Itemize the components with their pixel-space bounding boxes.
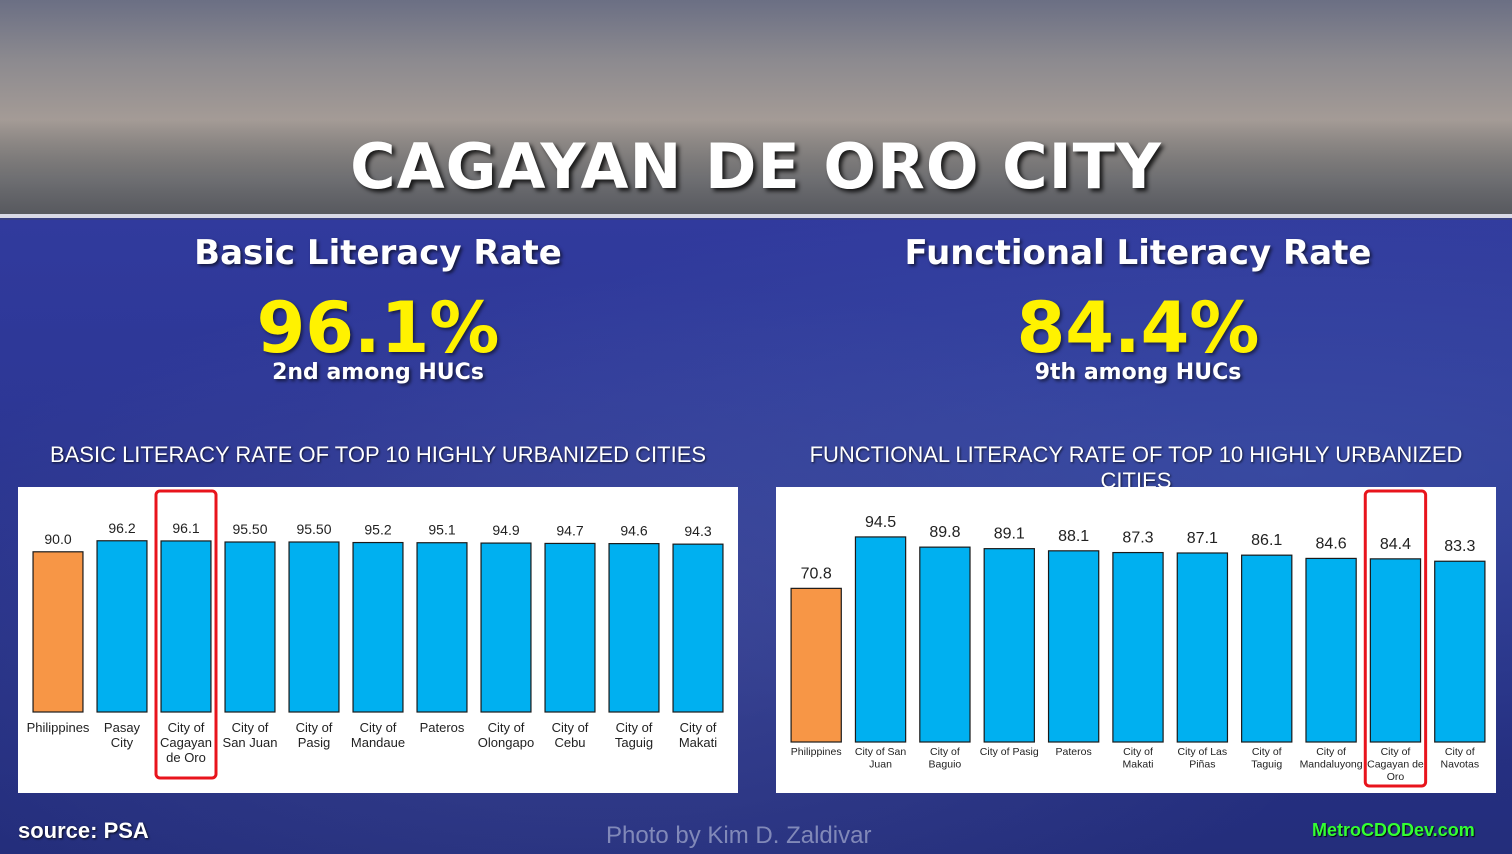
data-label-6: 87.1 [1187, 530, 1218, 547]
basic-literacy-chart: 90.0 Philippines 96.2 Pasay City 96.1 City of C… [18, 487, 738, 793]
functional-chart-title: FUNCTIONAL LITERACY RATE OF TOP 10 HIGHL… [809, 442, 1463, 493]
kpi-basic-rank: 2nd among HUCs [272, 360, 484, 385]
data-label-7: 86.1 [1251, 532, 1282, 549]
tick-label-5: City of Makati [1123, 746, 1154, 771]
highlight-box [1363, 489, 1428, 788]
tick-label-10: City of Makati [679, 720, 717, 750]
data-label-7: 94.9 [492, 522, 519, 538]
bar-2 [160, 540, 212, 713]
data-label-3: 95.50 [232, 521, 267, 537]
bar-5 [1112, 551, 1164, 743]
bar-1 [854, 536, 907, 743]
bar-4 [1047, 550, 1100, 743]
data-label-1: 94.5 [865, 514, 896, 531]
data-label-6: 95.1 [428, 522, 455, 538]
data-label-4: 88.1 [1058, 528, 1089, 545]
data-label-5: 87.3 [1122, 530, 1153, 547]
bar-6 [416, 542, 468, 713]
bar-5 [352, 541, 404, 713]
bar-8 [1305, 557, 1357, 743]
tick-label-4: City of Pasig [296, 720, 333, 750]
tick-label-2: City of Cagayan de Oro [160, 720, 212, 765]
tick-label-7: City of Olongapo [478, 720, 534, 750]
brand-watermark: MetroCDODev.com [1312, 820, 1475, 840]
highlight-box [154, 489, 218, 780]
kpi-basic-value: 96.1% [256, 287, 500, 369]
photo-credit: Photo by Kim D. Zaldivar [606, 822, 872, 849]
tick-label-6: City of Las Piñas [1178, 746, 1228, 771]
tick-label-1: City of San Juan [855, 746, 907, 771]
kpi-functional-heading: Functional Literacy Rate [904, 233, 1372, 273]
tick-label-1: Pasay City [104, 720, 141, 750]
bar-7 [480, 542, 532, 713]
bar-9 [1369, 558, 1422, 743]
data-label-10: 94.3 [684, 523, 711, 539]
tick-label-0: Philippines [27, 720, 90, 735]
bar-4 [288, 541, 340, 713]
data-label-5: 95.2 [364, 522, 391, 538]
tick-label-2: City of Baguio [929, 746, 962, 771]
bar-3 [224, 541, 276, 713]
kpi-basic-heading: Basic Literacy Rate [194, 233, 562, 273]
tick-label-10: City of Navotas [1441, 746, 1480, 771]
bar-3 [983, 548, 1035, 743]
data-label-4: 95.50 [296, 521, 331, 537]
basic-literacy-chart-svg: 90.0 Philippines 96.2 Pasay City 96.1 City of C… [27, 489, 724, 780]
tick-label-4: Pateros [1056, 746, 1092, 758]
tick-label-9: City of Taguig [615, 720, 653, 750]
data-label-9: 84.4 [1380, 536, 1411, 553]
bar-6 [1176, 552, 1229, 743]
bar-7 [1241, 554, 1293, 743]
kpi-functional-rank: 9th among HUCs [1034, 360, 1242, 385]
bar-0 [790, 587, 842, 743]
bar-10 [672, 543, 724, 713]
mountain-skyline [0, 120, 1512, 220]
data-label-10: 83.3 [1444, 538, 1475, 555]
data-label-2: 89.8 [929, 524, 960, 541]
tick-label-8: City of Cebu [552, 720, 589, 750]
bar-0 [32, 551, 84, 713]
data-label-1: 96.2 [108, 520, 135, 536]
data-label-3: 89.1 [994, 526, 1025, 543]
tick-label-0: Philippines [791, 746, 842, 758]
functional-literacy-chart: 70.8 Philippines 94.5 City of San Juan 89.8 Ci… [776, 487, 1496, 793]
bar-9 [608, 543, 660, 713]
source-note: source: PSA [18, 818, 149, 843]
tick-label-8: City of Mandaluyong [1300, 746, 1363, 771]
tick-label-5: City of Mandaue [351, 720, 405, 750]
data-label-8: 94.7 [556, 522, 583, 538]
bar-8 [544, 542, 596, 713]
data-label-9: 94.6 [620, 523, 647, 539]
header-divider [0, 214, 1512, 218]
data-label-0: 70.8 [801, 565, 832, 582]
tick-label-6: Pateros [420, 720, 465, 735]
data-label-8: 84.6 [1316, 535, 1347, 552]
page-title: CAGAYAN DE ORO CITY [350, 130, 1162, 203]
basic-chart-title: BASIC LITERACY RATE OF TOP 10 HIGHLY URB… [49, 442, 707, 467]
kpi-functional-value: 84.4% [1016, 287, 1260, 369]
functional-literacy-chart-svg: 70.8 Philippines 94.5 City of San Juan 89.8 Ci… [790, 489, 1486, 788]
tick-label-9: City of Cagayan de Oro [1367, 746, 1424, 783]
bar-2 [919, 546, 971, 743]
tick-label-3: City of San Juan [223, 720, 278, 750]
bar-10 [1434, 560, 1486, 743]
bar-1 [96, 540, 148, 713]
data-label-0: 90.0 [44, 531, 71, 547]
tick-label-3: City of Pasig [980, 746, 1039, 758]
tick-label-7: City of Taguig [1251, 746, 1282, 771]
data-label-2: 96.1 [172, 520, 199, 536]
